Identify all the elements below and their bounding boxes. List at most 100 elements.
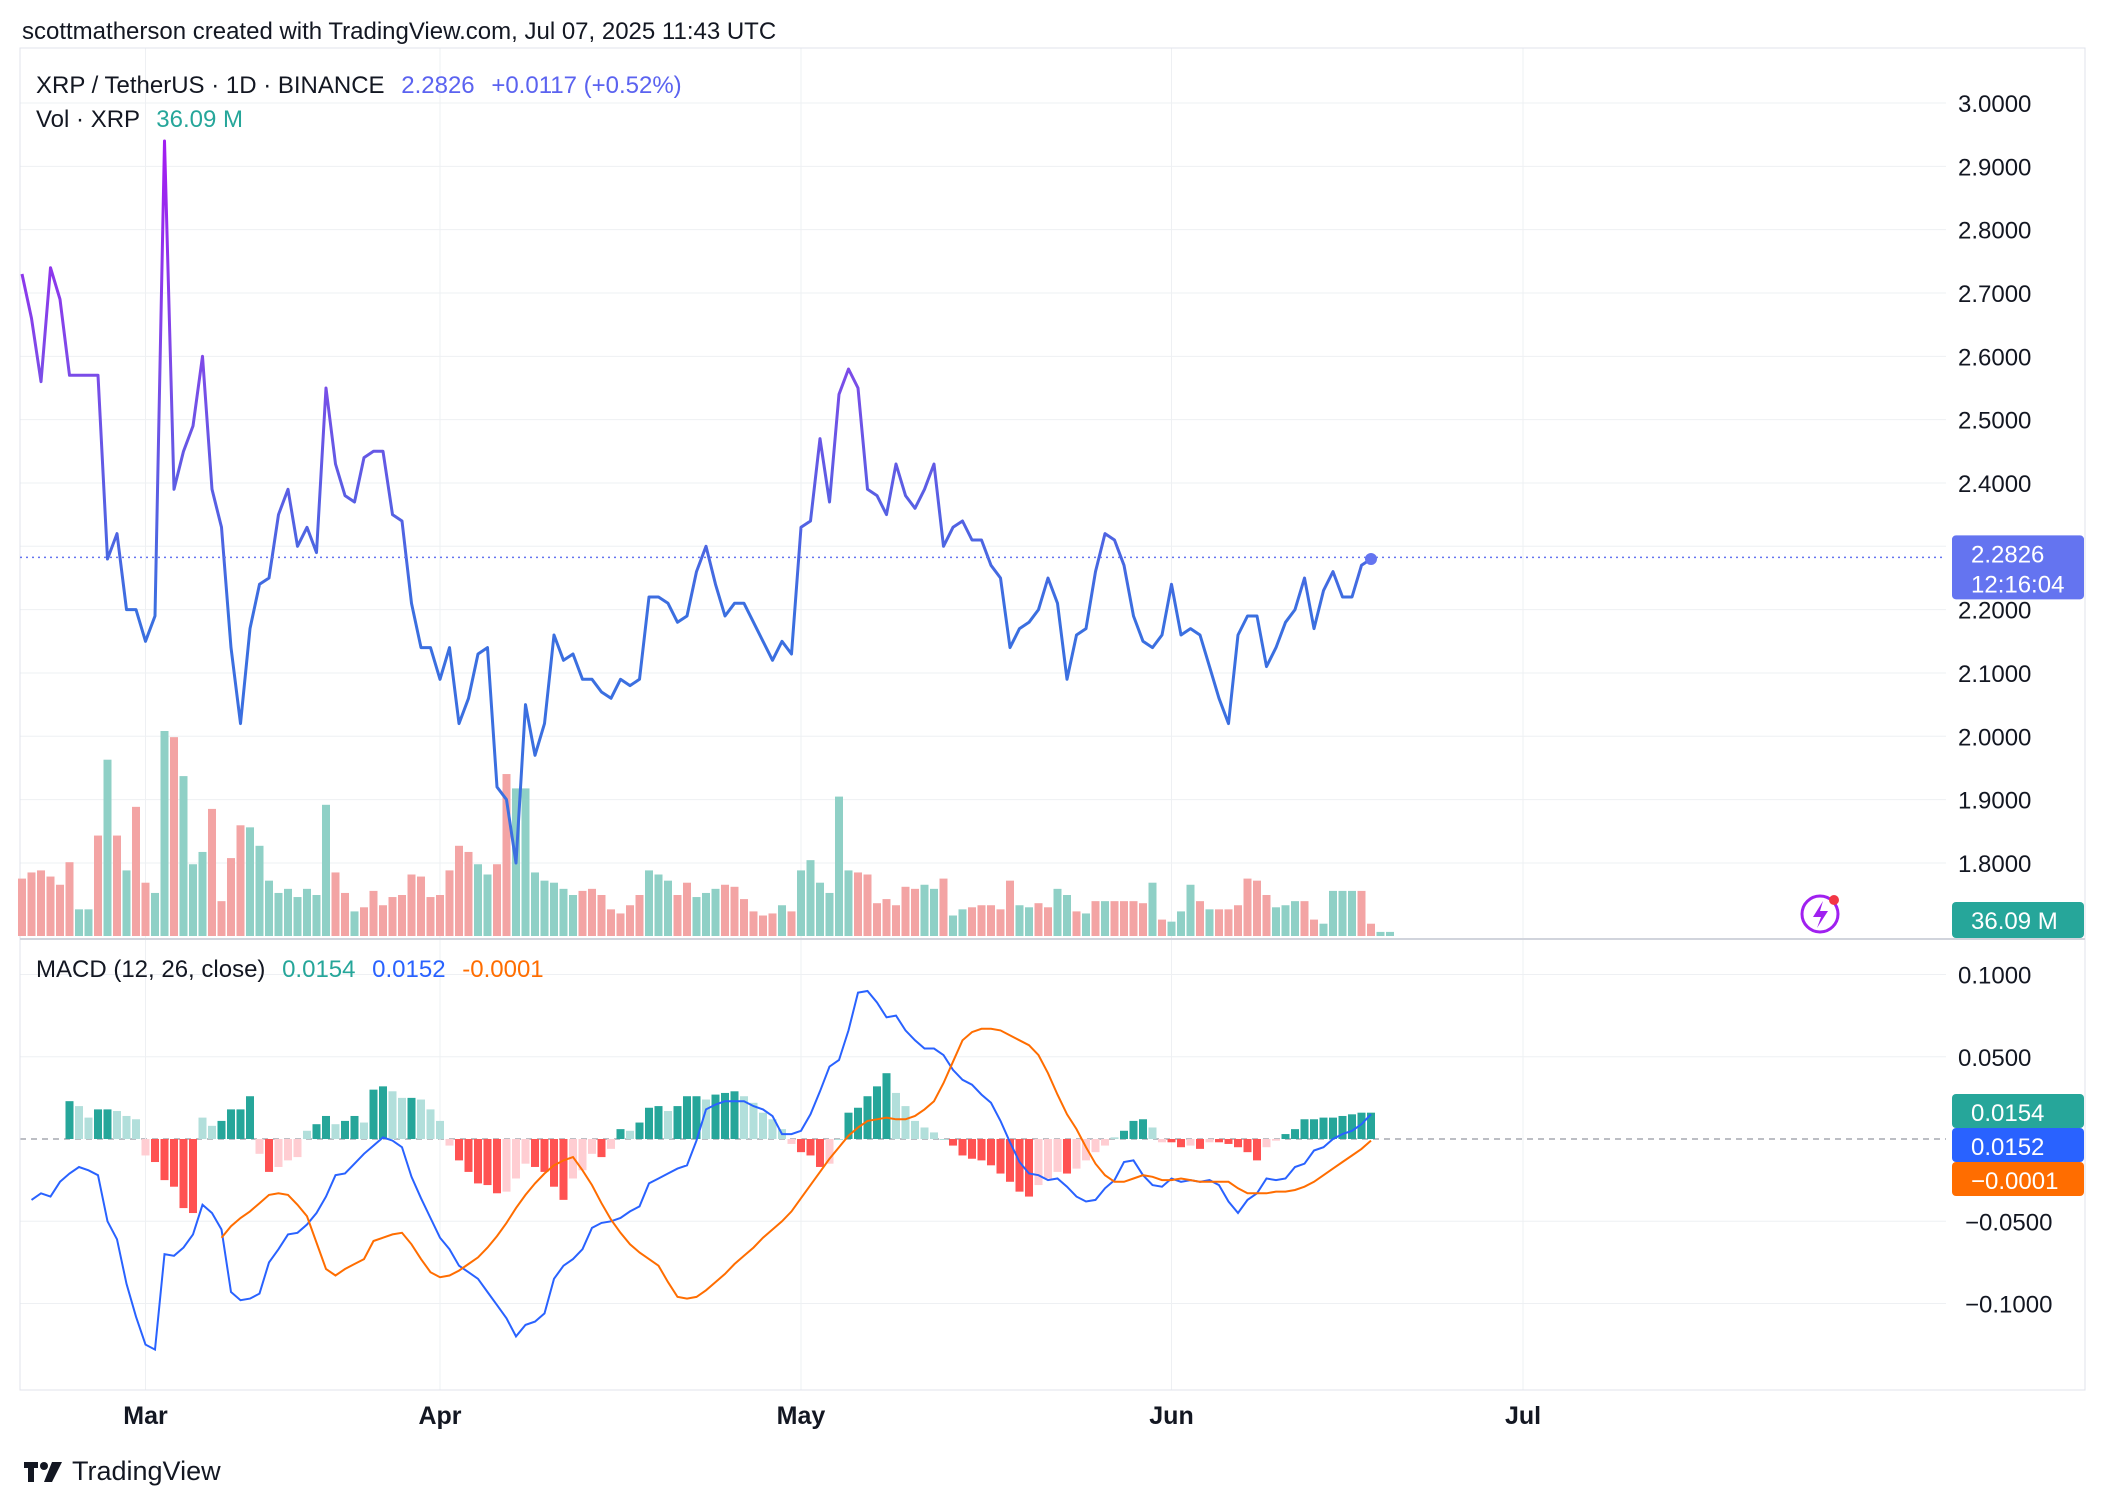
volume-bar xyxy=(331,872,340,936)
volume-bar xyxy=(740,899,748,936)
alert-icon xyxy=(1800,894,1840,934)
macd-histogram-bar xyxy=(702,1099,710,1139)
alert-dot-icon xyxy=(1829,895,1839,905)
volume-bar xyxy=(1129,901,1138,936)
tradingview-brand[interactable]: TradingView xyxy=(22,1456,221,1487)
macd-histogram-bar xyxy=(1186,1139,1195,1146)
volume-bar xyxy=(597,895,606,936)
macd-histogram-bar xyxy=(578,1139,587,1171)
macd-legend[interactable]: MACD (12, 26, close) 0.0154 0.0152 -0.00… xyxy=(36,956,544,984)
volume-bar xyxy=(1348,890,1356,936)
macd-line xyxy=(30,989,1372,1352)
volume-bar xyxy=(911,888,919,936)
volume-bar xyxy=(493,864,501,936)
volume-bar xyxy=(521,788,530,936)
price-axis[interactable]: 3.0000 2.9000 2.8000 2.7000 2.6000 2.5000 2.40… xyxy=(1958,91,2052,1319)
volume-bars xyxy=(18,731,1394,936)
macd-histogram-bar xyxy=(1319,1117,1328,1139)
macd-line-value: 0.0152 xyxy=(372,956,446,983)
macd-histogram-bar xyxy=(1101,1139,1109,1146)
macd-histogram-bar xyxy=(160,1139,169,1181)
macd-histogram-bar xyxy=(1205,1139,1214,1143)
volume-bar xyxy=(939,878,948,936)
macd-histogram-bar xyxy=(1034,1139,1043,1186)
macd-histogram-bar xyxy=(892,1092,900,1139)
volume-bar xyxy=(559,888,568,936)
macd-histogram-bar xyxy=(835,1139,843,1140)
price-tick-label: 2.5000 xyxy=(1958,408,2031,435)
volume-bar xyxy=(274,892,283,936)
macd-histogram-bar xyxy=(1082,1139,1090,1161)
volume-bar xyxy=(569,895,577,936)
volume-bar xyxy=(1053,888,1062,936)
macd-histogram-bar xyxy=(341,1120,349,1139)
series-lines xyxy=(20,139,1946,1352)
volume-bar xyxy=(236,825,245,936)
macd-histogram-bar xyxy=(949,1139,957,1146)
macd-histogram-bar xyxy=(1329,1117,1337,1139)
volume-bar xyxy=(455,845,463,936)
macd-histogram-bar xyxy=(75,1106,83,1139)
macd-title: MACD (12, 26, close) xyxy=(36,956,266,983)
macd-tick-label: 0.1000 xyxy=(1958,963,2031,990)
volume-bar xyxy=(388,897,397,936)
legend-change: +0.0117 (+0.52%) xyxy=(491,72,682,99)
macd-histogram-bar xyxy=(987,1139,995,1166)
macd-histogram-bar xyxy=(255,1139,264,1154)
volume-bar xyxy=(1120,901,1128,936)
time-tick-label: Apr xyxy=(418,1402,461,1430)
volume-bar xyxy=(1082,913,1090,936)
macd-histogram-bar xyxy=(1177,1139,1185,1148)
volume-bar xyxy=(379,905,387,936)
volume-bar xyxy=(103,759,112,936)
volume-bar xyxy=(75,909,83,936)
macd-histogram-bar xyxy=(122,1115,131,1139)
volume-bar xyxy=(1167,921,1176,936)
volume-badge-bg xyxy=(1952,902,2084,938)
macd-histogram-bar xyxy=(322,1115,330,1139)
volume-bar xyxy=(1025,907,1033,936)
volume-bar xyxy=(217,901,226,936)
macd-histogram-bar xyxy=(236,1109,245,1139)
macd-histogram-bar xyxy=(179,1139,188,1209)
price-tick-label: 2.2000 xyxy=(1958,598,2031,625)
macd-histogram-bar xyxy=(854,1107,862,1139)
volume-bar xyxy=(1291,901,1299,936)
volume-bar xyxy=(1101,901,1109,936)
volume-bar xyxy=(483,874,492,936)
macd-histogram-bar xyxy=(388,1091,397,1139)
volume-bar xyxy=(683,882,691,936)
volume-bar xyxy=(502,774,511,936)
macd-histogram-bar xyxy=(198,1117,207,1139)
volume-bar xyxy=(578,890,587,936)
volume-bar xyxy=(711,888,720,936)
volume-bar xyxy=(797,870,805,936)
symbol-legend[interactable]: XRP / TetherUS · 1D · BINANCE 2.2826 +0.… xyxy=(36,72,682,100)
macd-histogram-bar xyxy=(1291,1129,1299,1139)
volume-value: 36.09 M xyxy=(156,106,243,133)
time-axis[interactable]: Mar Apr May Jun Jul xyxy=(123,1402,1541,1430)
volume-bar xyxy=(1300,901,1309,936)
macd-histogram-bar xyxy=(825,1139,834,1164)
macd-histogram-bar xyxy=(1224,1139,1233,1144)
macd-histogram-bar xyxy=(398,1097,406,1139)
volume-bar xyxy=(322,804,330,936)
volume-bar xyxy=(759,915,767,936)
volume-bar xyxy=(113,835,121,936)
macd-histogram-bar xyxy=(1091,1139,1100,1153)
volume-legend[interactable]: Vol · XRP 36.09 M xyxy=(36,106,243,134)
macd-tick-label: −0.1000 xyxy=(1965,1292,2052,1319)
signal-badge-bg xyxy=(1952,1162,2084,1196)
volume-bar xyxy=(369,890,378,936)
macd-histogram-bar xyxy=(958,1139,967,1156)
macd-histogram-bar xyxy=(607,1139,615,1149)
volume-bar xyxy=(844,870,853,936)
volume-bar xyxy=(588,888,596,936)
volume-bar xyxy=(1253,880,1261,936)
macd-histogram-bar xyxy=(360,1122,368,1139)
macd-histogram-bar xyxy=(721,1092,729,1139)
macd-histogram-bar xyxy=(464,1139,473,1172)
volume-bar xyxy=(626,905,634,936)
volume-bar xyxy=(65,862,74,936)
